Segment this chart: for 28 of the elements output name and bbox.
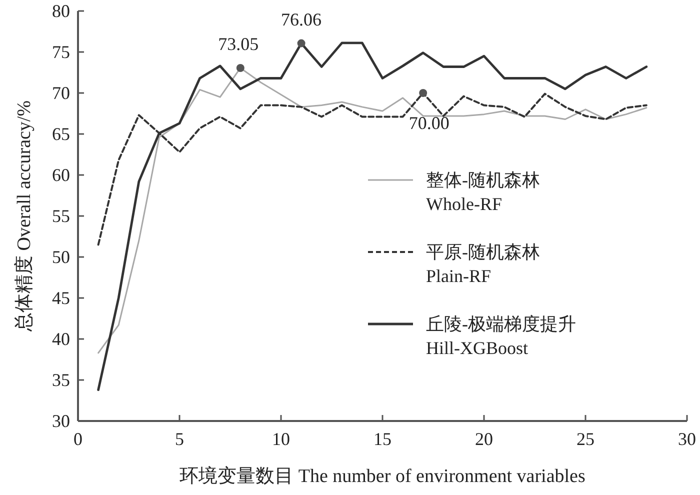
point	[297, 39, 306, 48]
x-axis-title: 环境变量数目 The number of environment variables	[180, 465, 586, 487]
annotation: 76.06	[281, 9, 322, 30]
y-tick-label: 80	[52, 1, 70, 21]
y-tick-label: 70	[52, 83, 70, 103]
y-tick-label: 75	[52, 42, 70, 62]
y-tick-label: 60	[52, 165, 70, 185]
y-axis-title: 总体精度 Overall accuracy/%	[13, 100, 35, 333]
x-tick-label: 20	[475, 429, 493, 449]
legend-label: 平原-随机森林 Plain-RF	[426, 242, 540, 286]
y-tick-label: 65	[52, 124, 70, 144]
y-tick-label: 35	[52, 370, 70, 390]
legend-label: 丘陵-极端梯度提升 Hill-XGBoost	[426, 314, 576, 358]
x-tick-label: 15	[374, 429, 392, 449]
x-tick-label: 30	[678, 429, 696, 449]
y-tick-label: 40	[52, 329, 70, 349]
y-tick-label: 50	[52, 247, 70, 267]
y-tick-label: 55	[52, 206, 70, 226]
x-tick-label: 25	[576, 429, 594, 449]
y-tick-label: 45	[52, 288, 70, 308]
annotation: 73.05	[218, 34, 259, 54]
point	[419, 89, 428, 97]
legend-label: 整体-随机森林 Whole-RF	[426, 170, 540, 214]
x-tick-label: 0	[74, 429, 82, 449]
y-tick-label: 30	[52, 411, 70, 431]
annotation: 70.00	[408, 113, 450, 133]
x-tick-label: 10	[272, 429, 290, 449]
x-tick-label: 5	[175, 429, 184, 449]
